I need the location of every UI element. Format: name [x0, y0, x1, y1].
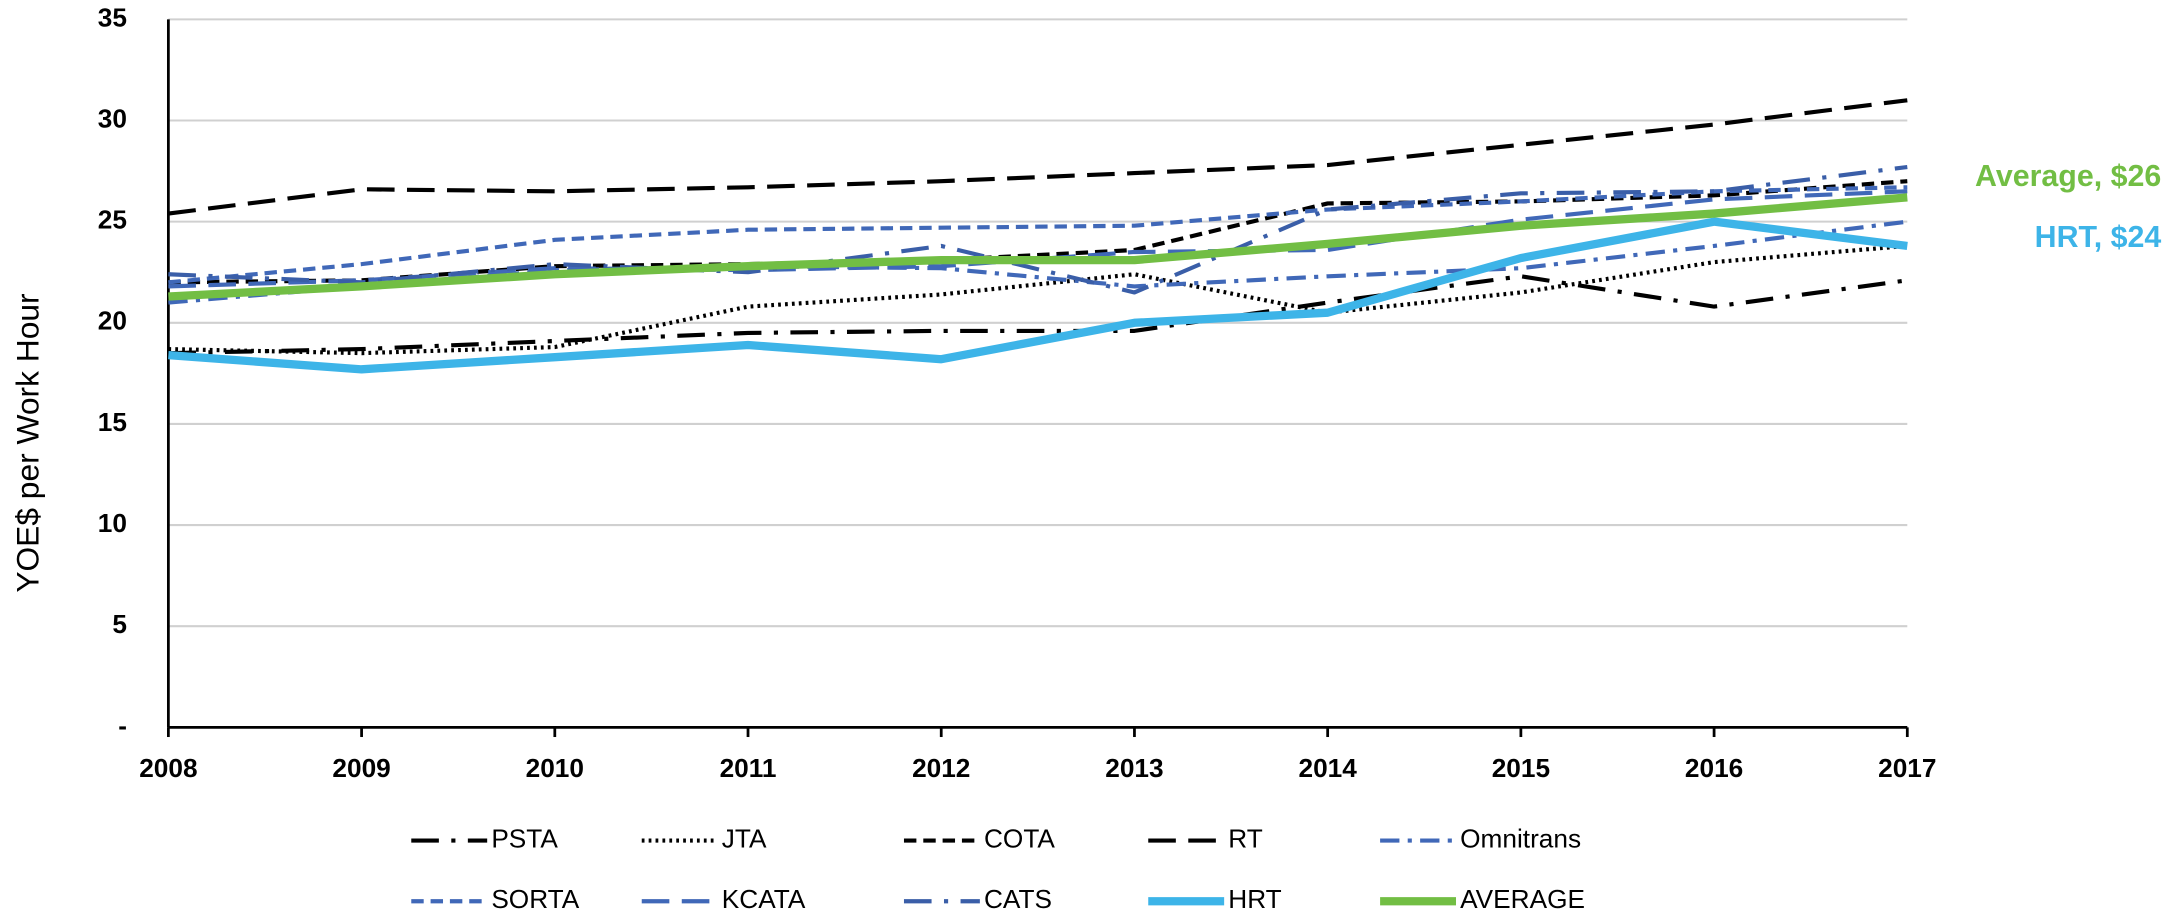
- legend-label: COTA: [984, 823, 1055, 853]
- legend-label: KCATA: [722, 884, 806, 914]
- annotation: HRT, $24: [2035, 221, 2162, 254]
- y-tick-label: 5: [112, 609, 127, 639]
- legend-label: Omnitrans: [1460, 823, 1581, 853]
- y-tick-label: -: [118, 710, 127, 740]
- x-tick-label: 2017: [1878, 753, 1936, 783]
- series-line: [168, 164, 1908, 295]
- x-tick-label: 2010: [526, 753, 584, 783]
- x-tick-label: 2013: [1105, 753, 1163, 783]
- legend-label: AVERAGE: [1460, 884, 1585, 914]
- legend-label: RT: [1228, 823, 1262, 853]
- legend-label: PSTA: [491, 823, 558, 853]
- x-tick-label: 2012: [912, 753, 970, 783]
- series-line: [168, 243, 1908, 356]
- x-tick-label: 2015: [1492, 753, 1550, 783]
- series-line: [168, 185, 1908, 285]
- y-tick-label: 15: [98, 407, 127, 437]
- x-tick-label: 2011: [720, 753, 777, 783]
- series-line: [168, 193, 1908, 301]
- series-line: [168, 98, 1908, 216]
- legend-label: HRT: [1228, 884, 1281, 914]
- y-tick-label: 30: [98, 103, 127, 133]
- series-line: [168, 189, 1908, 289]
- y-axis-label: YOE$ per Work Hour: [10, 293, 46, 593]
- x-tick-label: 2009: [332, 753, 390, 783]
- series-line: [168, 274, 1908, 356]
- x-tick-label: 2008: [139, 753, 197, 783]
- y-tick-label: 20: [98, 306, 127, 336]
- legend-label: CATS: [984, 884, 1052, 914]
- legend-label: JTA: [722, 823, 767, 853]
- legend-label: SORTA: [491, 884, 579, 914]
- y-tick-label: 25: [98, 205, 127, 235]
- y-tick-label: 10: [98, 508, 127, 538]
- series-line: [168, 217, 1908, 374]
- x-tick-label: 2016: [1685, 753, 1743, 783]
- y-tick-label: 35: [98, 2, 127, 32]
- x-tick-label: 2014: [1298, 753, 1357, 783]
- annotation: Average, $26: [1975, 160, 2161, 193]
